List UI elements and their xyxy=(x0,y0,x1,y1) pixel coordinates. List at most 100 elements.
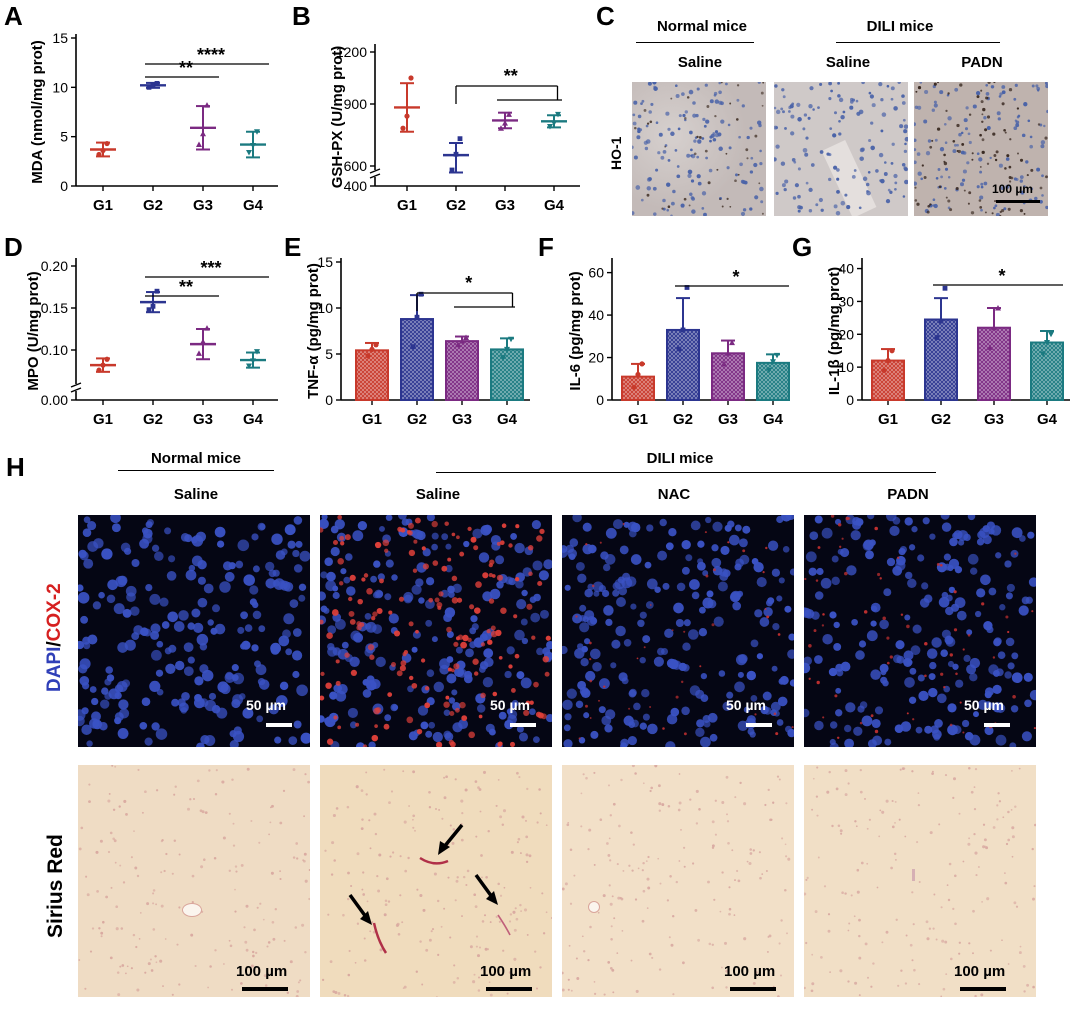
ho1-dili-saline-image xyxy=(774,82,908,216)
axis-break-gap xyxy=(71,384,81,391)
significance-label: * xyxy=(465,273,472,293)
panel-h-col-label-2: Saline xyxy=(415,486,461,503)
bar-g1 xyxy=(871,359,905,401)
data-point xyxy=(104,356,110,362)
cox2-scale-bar-4 xyxy=(984,723,1010,727)
panel-c-col-label-3: PADN xyxy=(961,54,1003,71)
data-point xyxy=(150,82,156,88)
bar-g4 xyxy=(756,361,790,401)
y-tick-label: 0 xyxy=(846,392,854,408)
y-axis-label: GSH-PX (U/mg prot) xyxy=(329,46,346,189)
sirius-fibrosis-marks xyxy=(348,823,511,954)
axis-break-mark xyxy=(369,173,381,179)
panel-h-dili-header: DILI mice xyxy=(646,450,714,467)
axis-break-mark xyxy=(369,168,381,174)
data-point xyxy=(500,355,506,361)
bar-g2 xyxy=(924,318,958,401)
chart-mda: 0 5 10 15 MDA (nmol/mg prot) G1 G2 G3 G4 ****** xyxy=(29,30,278,214)
significance-label: *** xyxy=(200,258,221,278)
ho1-dili-padn-image: 100 µm xyxy=(914,82,1048,216)
panel-h-dili-line xyxy=(436,472,936,473)
panel-c-col-label-2: Saline xyxy=(825,54,871,71)
panel-label-d: D xyxy=(4,232,23,262)
data-point xyxy=(729,339,735,346)
y-tick-label: 5 xyxy=(60,129,68,145)
x-tick-label-g2: G2 xyxy=(407,411,427,428)
data-point xyxy=(373,342,379,348)
data-point xyxy=(100,147,106,154)
panel-label-b: B xyxy=(292,1,311,31)
x-tick-label-g4: G4 xyxy=(1037,411,1058,428)
sirius-scale-label-4: 100 µm xyxy=(954,963,1006,980)
panel-c-scale-bar xyxy=(996,200,1040,203)
data-point xyxy=(942,285,948,291)
data-point xyxy=(506,111,512,117)
significance-label: * xyxy=(732,267,739,287)
cox2-label: COX-2 xyxy=(44,583,65,642)
sirius-scale-bar-1 xyxy=(242,987,288,991)
data-point xyxy=(154,288,160,294)
dapi-label: DAPI xyxy=(44,646,65,692)
data-point xyxy=(684,285,690,290)
cox2-dili-padn-image: 50 µm xyxy=(804,515,1036,747)
data-point xyxy=(504,346,510,353)
x-tick-label-g1: G1 xyxy=(878,411,898,428)
data-point xyxy=(463,334,469,340)
panel-label-a: A xyxy=(4,1,23,31)
data-point xyxy=(770,359,776,365)
cox2-scale-label-2: 50 µm xyxy=(490,697,530,713)
y-axis-label: IL-6 (pg/mg prot) xyxy=(567,271,584,390)
sirius-normal-saline-image: 100 µm xyxy=(78,765,310,997)
x-tick-label-g1: G1 xyxy=(362,411,382,428)
data-point xyxy=(881,367,887,374)
y-tick-label: 30 xyxy=(838,293,854,309)
x-tick-label-g4: G4 xyxy=(544,197,565,214)
panel-h-normal-line xyxy=(118,470,274,471)
bar-g2 xyxy=(666,328,700,401)
x-tick-label-g2: G2 xyxy=(931,411,951,428)
panel-label-e: E xyxy=(284,232,302,262)
data-point xyxy=(676,346,682,352)
bar-g4 xyxy=(1030,341,1064,401)
data-point xyxy=(987,344,993,350)
panel-h-row2-label: Sirius Red xyxy=(44,834,67,938)
sirius-scale-bar-3 xyxy=(730,987,776,991)
axis-break-mark xyxy=(70,382,82,388)
y-tick-label: 60 xyxy=(588,265,604,281)
panel-c-dili-header: DILI mice xyxy=(866,18,934,35)
data-point xyxy=(502,120,508,126)
data-point xyxy=(631,384,637,390)
panel-label-f: F xyxy=(538,232,554,262)
data-point xyxy=(154,80,160,86)
x-tick-label-g2: G2 xyxy=(143,197,163,214)
y-tick-label: 15 xyxy=(317,254,333,270)
cox2-dili-nac-image: 50 µm xyxy=(562,515,794,747)
data-point xyxy=(246,363,252,369)
x-tick-label-g1: G1 xyxy=(93,411,113,428)
significance-label: **** xyxy=(197,45,225,65)
data-point xyxy=(96,151,102,158)
y-tick-label: 10 xyxy=(317,300,333,316)
data-point xyxy=(498,125,504,131)
data-point xyxy=(200,338,206,345)
data-point xyxy=(639,361,645,367)
data-point xyxy=(410,344,416,350)
data-point xyxy=(889,348,895,354)
cox2-normal-saline-image: 50 µm xyxy=(78,515,310,747)
cox2-scale-label-3: 50 µm xyxy=(726,697,766,713)
x-tick-label-g4: G4 xyxy=(243,197,264,214)
data-point xyxy=(934,335,940,340)
panel-label-h: H xyxy=(6,452,25,482)
data-point xyxy=(100,362,106,368)
y-tick-label: 900 xyxy=(344,96,368,112)
data-point xyxy=(635,371,641,378)
panel-c-normal-line xyxy=(636,42,754,43)
axis-break-mark xyxy=(70,387,82,393)
cox2-dili-saline-image: 50 µm xyxy=(320,515,552,747)
data-point xyxy=(725,350,731,356)
data-point xyxy=(200,130,206,137)
y-tick-label: 0 xyxy=(596,392,604,408)
